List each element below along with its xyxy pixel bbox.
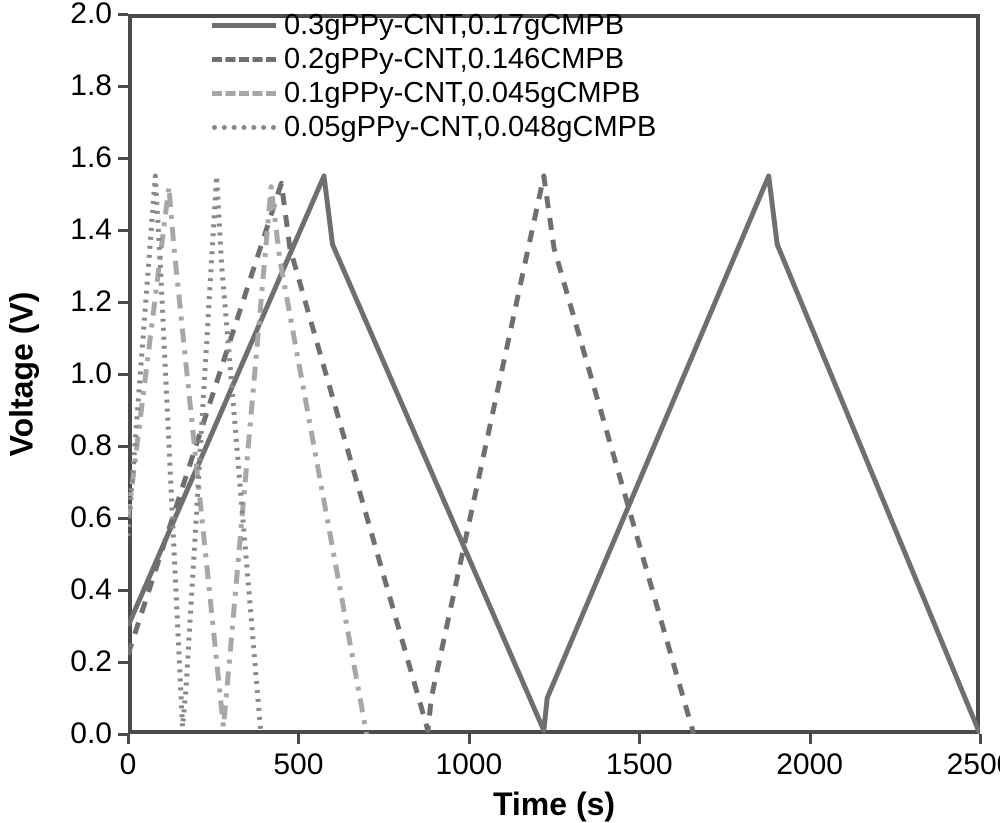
x-tick	[809, 734, 812, 744]
y-tick-label: 0.6	[70, 501, 112, 535]
y-tick	[118, 85, 128, 88]
y-tick-label: 0.4	[70, 573, 112, 607]
x-tick	[979, 734, 982, 744]
y-tick-label: 0.0	[70, 717, 112, 751]
y-tick-label: 0.8	[70, 429, 112, 463]
x-axis-label: Time (s)	[493, 786, 615, 823]
y-tick	[118, 445, 128, 448]
y-tick	[118, 733, 128, 736]
y-tick	[118, 589, 128, 592]
y-tick	[118, 373, 128, 376]
y-tick-label: 1.4	[70, 213, 112, 247]
y-axis-label: Voltage (V)	[4, 264, 41, 484]
x-tick-label: 0	[120, 748, 137, 782]
x-tick-label: 2500	[947, 748, 1000, 782]
y-tick	[118, 13, 128, 16]
x-tick-label: 1500	[606, 748, 673, 782]
y-tick	[118, 229, 128, 232]
y-tick	[118, 157, 128, 160]
x-tick	[638, 734, 641, 744]
x-tick-label: 500	[273, 748, 323, 782]
x-tick-label: 1000	[435, 748, 502, 782]
voltage-time-chart: Voltage (V) Time (s) 0.3gPPy-CNT,0.17gCM…	[0, 0, 1000, 817]
y-tick	[118, 301, 128, 304]
plot-area	[128, 14, 980, 734]
y-tick-label: 1.0	[70, 357, 112, 391]
y-tick-label: 1.2	[70, 285, 112, 319]
x-tick	[468, 734, 471, 744]
y-tick	[118, 517, 128, 520]
y-tick-label: 0.2	[70, 645, 112, 679]
x-tick-label: 2000	[776, 748, 843, 782]
y-tick	[118, 661, 128, 664]
y-tick-label: 2.0	[70, 0, 112, 31]
y-tick-label: 1.6	[70, 141, 112, 175]
x-tick	[297, 734, 300, 744]
y-tick-label: 1.8	[70, 69, 112, 103]
